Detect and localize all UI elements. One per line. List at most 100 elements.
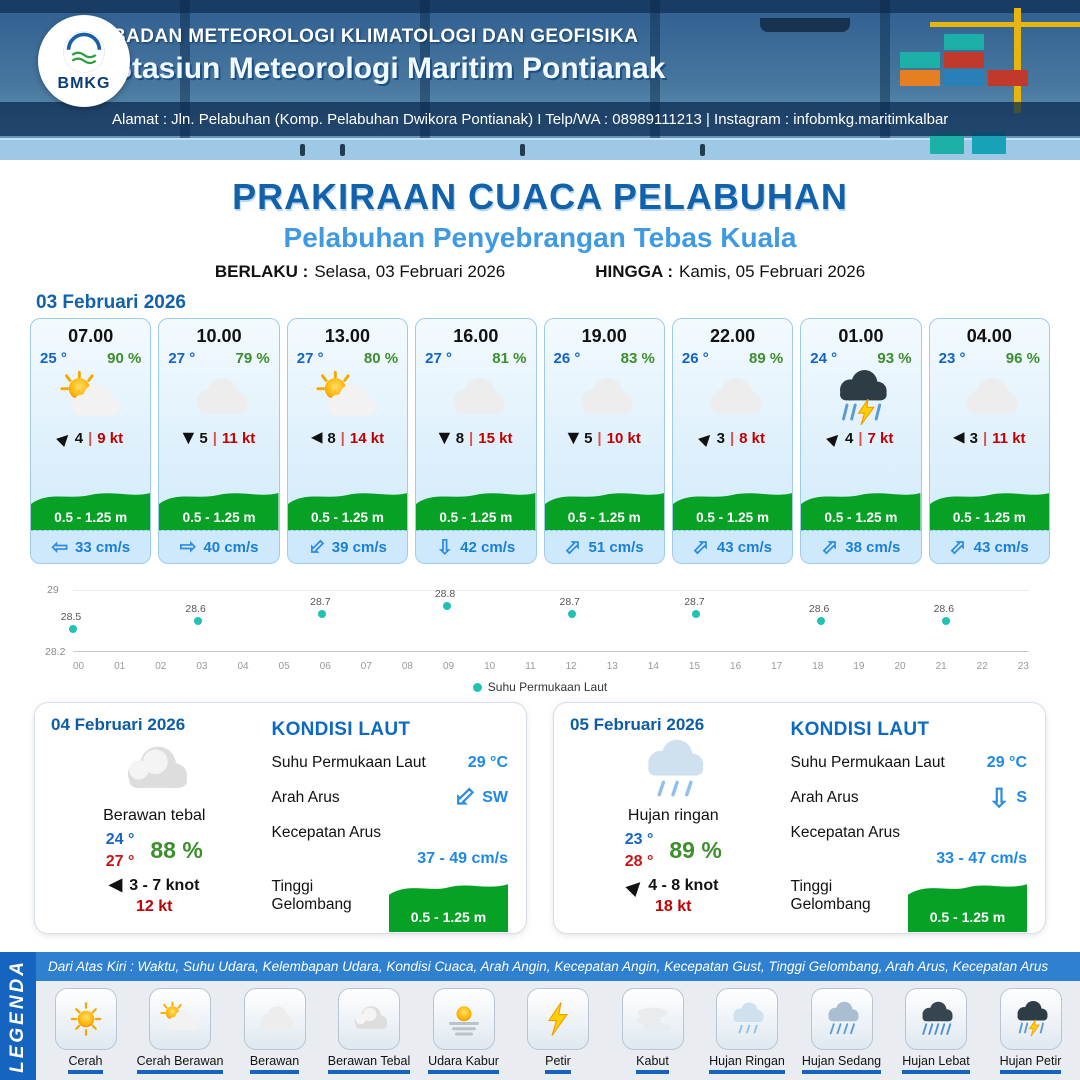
sst-legend-dot-icon (472, 682, 482, 692)
wind-row: ▶ 5 | 11 kt (159, 430, 278, 447)
wind-gust: 9 kt (97, 430, 124, 447)
wave-band: 0.5 - 1.25 m (672, 484, 793, 530)
wave-band: 0.5 - 1.25 m (159, 484, 279, 530)
forecast-time: 19.00 (581, 326, 627, 346)
current-speed: 38 cm/s (845, 538, 901, 556)
current-direction-arrow: ⇨ (816, 533, 844, 561)
sst-x-tick: 11 (525, 661, 536, 672)
wind-row: ▶ 5 | 10 kt (545, 430, 664, 447)
daily-wind-range: 4 - 8 knot (648, 877, 719, 895)
sst-x-tick: 23 (1017, 661, 1029, 672)
weather-icon (288, 367, 407, 429)
current-row: ⇨ 42 cm/s (416, 530, 536, 563)
sst-data-label: 28.7 (310, 595, 331, 608)
humidity: 90 % (107, 350, 142, 367)
legend-item-label: Hujan Petir (999, 1054, 1062, 1074)
sst-data-point (443, 602, 452, 610)
current-direction-arrow: ⇨ (302, 533, 331, 561)
wave-height: 0.5 - 1.25 m (54, 510, 128, 525)
legend-item: Berawan Tebal (324, 988, 414, 1074)
forecast-time: 04.00 (966, 326, 1012, 346)
daily-temp-min: 24 ° (105, 831, 135, 848)
daily-date: 05 Februari 2026 (570, 715, 705, 734)
sst-data-point (941, 617, 950, 625)
air-temperature: 24 ° (810, 350, 838, 367)
daily-temp-min: 23 ° (624, 831, 654, 848)
address-band: Alamat : Jln. Pelabuhan (Komp. Pelabuhan… (0, 102, 1080, 136)
current-speed-value: 33 - 47 cm/s (936, 850, 1027, 867)
wave-band: 0.5 - 1.25 m (801, 484, 921, 530)
wind-separator: | (982, 430, 988, 447)
sst-x-tick: 10 (484, 661, 496, 672)
humidity: 81 % (492, 350, 527, 367)
sst-legend-label: Suhu Permukaan Laut (487, 680, 608, 694)
forecast-time: 22.00 (710, 326, 756, 346)
wind-speed: 4 (845, 430, 854, 447)
sst-value: 29 °C (467, 754, 508, 771)
weather-icon (31, 367, 150, 429)
header-banner: BMKG BADAN METEOROLOGI KLIMATOLOGI DAN G… (0, 0, 1080, 160)
sst-chart-legend: Suhu Permukaan Laut (45, 680, 1035, 694)
daily-temp-max: 28 ° (624, 852, 654, 870)
water-strip (0, 138, 1080, 160)
daily-wind-range: 3 - 7 knot (129, 877, 200, 895)
sst-data-label: 28.7 (559, 595, 580, 608)
daily-wind-arrow: ▶ (623, 874, 646, 898)
wind-direction-arrow: ▶ (953, 430, 965, 447)
legend-item: Hujan Lebat (891, 988, 981, 1074)
sst-x-tick: 12 (565, 661, 577, 672)
sst-x-tick: 16 (730, 661, 742, 672)
wind-direction-arrow: ▶ (53, 428, 75, 449)
legend-item: Hujan Ringan (702, 988, 792, 1074)
current-row: ⇨ 43 cm/s (672, 530, 793, 563)
daily-condition: Hujan ringan (627, 807, 719, 824)
sst-x-tick: 04 (237, 661, 249, 672)
sst-data-label: 28.7 (684, 595, 705, 608)
forecast-card: 01.00 24 ° 93 % ▶ 4 | 7 kt 0.5 - 1.25 m … (800, 318, 922, 564)
current-direction-arrow: ⇨ (179, 536, 197, 558)
forecast-card: 13.00 27 ° 80 % ▶ 8 | 14 kt 0.5 - 1.25 m… (286, 318, 409, 564)
daily-wind-arrow: ▶ (109, 876, 123, 896)
sst-label: Suhu Permukaan Laut (271, 754, 426, 771)
wind-separator: | (858, 430, 863, 447)
air-temperature: 27 ° (425, 350, 452, 367)
forecast-card: 04.00 23 ° 96 % ▶ 3 | 11 kt 0.5 - 1.25 m… (928, 318, 1050, 564)
sst-x-tick: 18 (812, 661, 824, 672)
legend-section: LEGENDA Dari Atas Kiri : Waktu, Suhu Uda… (0, 952, 1080, 1080)
legend-description: Dari Atas Kiri : Waktu, Suhu Udara, Kele… (36, 952, 1080, 981)
air-temperature: 27 ° (168, 350, 196, 367)
current-row: ⇨ 51 cm/s (544, 530, 664, 563)
wind-separator: | (469, 430, 474, 447)
wave-height: 0.5 - 1.25 m (567, 510, 641, 525)
legend-item: Cerah (41, 988, 131, 1074)
weather-icon (673, 367, 792, 429)
current-direction-value: SW (482, 789, 508, 806)
daily-weather-icon (570, 735, 777, 805)
wind-direction-arrow: ▶ (695, 428, 716, 449)
current-direction-arrow: ⇨ (559, 533, 587, 561)
sst-x-tick: 13 (606, 661, 618, 672)
sst-x-tick: 08 (401, 661, 413, 672)
wind-row: ▶ 3 | 11 kt (930, 430, 1049, 447)
org-name: BADAN METEOROLOGI KLIMATOLOGI DAN GEOFIS… (112, 26, 639, 47)
bmkg-globe-icon (63, 30, 105, 73)
air-temperature: 26 ° (681, 350, 709, 367)
sst-data-label: 28.6 (933, 603, 955, 615)
daily-temp-max: 27 ° (105, 852, 135, 870)
wind-row: ▶ 8 | 15 kt (416, 430, 535, 447)
legend-weather-icon (621, 988, 684, 1050)
current-speed: 51 cm/s (588, 538, 644, 556)
sst-data-label: 28.6 (185, 603, 206, 615)
wind-gust: 11 kt (992, 430, 1026, 447)
forecast-card: 10.00 27 ° 79 % ▶ 5 | 11 kt 0.5 - 1.25 m… (158, 318, 280, 564)
legend-weather-icon (243, 988, 306, 1050)
legend-item: Udara Kabur (419, 988, 509, 1074)
legend-item-label: Udara Kabur (428, 1054, 499, 1074)
current-row: ⇨ 40 cm/s (159, 530, 279, 563)
wind-row: ▶ 4 | 7 kt (801, 428, 920, 448)
wave-height: 0.5 - 1.25 m (952, 510, 1026, 525)
sst-x-tick: 14 (647, 661, 659, 672)
legend-item-label: Kabut (636, 1054, 669, 1074)
weather-icon (159, 367, 278, 429)
wind-row: ▶ 3 | 8 kt (673, 428, 792, 449)
